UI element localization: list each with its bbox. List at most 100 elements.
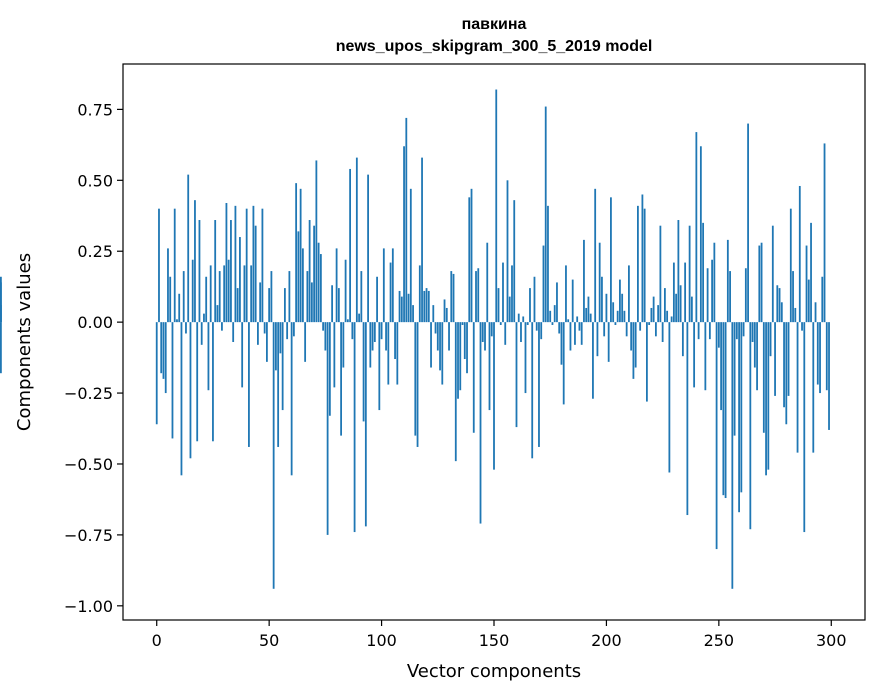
bar <box>164 322 167 394</box>
bar <box>542 245 545 323</box>
bar <box>454 322 457 462</box>
bar <box>0 305 2 323</box>
bar <box>319 254 322 323</box>
bar <box>526 322 529 325</box>
bar <box>803 322 806 533</box>
bar <box>245 208 248 323</box>
bar <box>477 268 480 323</box>
bar <box>349 168 351 323</box>
bar <box>722 322 725 496</box>
bar <box>182 271 185 323</box>
bar <box>342 322 345 368</box>
bar <box>643 208 646 323</box>
bar <box>819 322 821 394</box>
bar <box>688 225 691 323</box>
bar <box>585 307 588 323</box>
bar <box>254 225 257 323</box>
x-axis-label: Vector components <box>407 661 581 682</box>
bar <box>315 160 318 323</box>
bar <box>378 322 381 411</box>
bar <box>173 208 176 323</box>
bar <box>540 322 543 340</box>
bar <box>659 225 662 323</box>
chart-subtitle: news_upos_skipgram_300_5_2019 model <box>336 38 653 55</box>
bar <box>418 265 421 323</box>
bar <box>576 316 579 323</box>
bar <box>277 322 280 447</box>
y-tick-label: 0.00 <box>77 313 113 332</box>
bar <box>794 307 797 323</box>
bar <box>169 276 172 323</box>
bar <box>814 302 817 323</box>
bar <box>191 259 194 323</box>
bar <box>328 322 331 416</box>
bar <box>441 322 444 385</box>
bar <box>225 203 228 323</box>
bar <box>780 302 783 323</box>
bar <box>205 276 208 323</box>
bar <box>230 220 232 323</box>
bar <box>625 322 628 337</box>
bar <box>412 305 414 323</box>
bar <box>511 265 513 323</box>
bar <box>389 262 392 323</box>
bar <box>717 322 720 348</box>
bar <box>497 288 500 323</box>
bar <box>616 310 619 323</box>
bar <box>421 157 423 323</box>
bar <box>367 174 369 323</box>
bar <box>382 248 385 323</box>
bar <box>670 316 673 323</box>
bar <box>250 265 253 323</box>
bar <box>531 322 534 459</box>
bar <box>589 313 592 323</box>
bar <box>445 307 448 323</box>
bar <box>733 322 736 436</box>
x-tick-label: 100 <box>366 631 397 650</box>
bar <box>603 322 606 337</box>
bar <box>765 322 767 476</box>
bar <box>805 245 808 323</box>
bar <box>241 322 244 388</box>
bar <box>414 322 417 436</box>
bar <box>524 322 527 394</box>
bar <box>648 322 651 325</box>
bar <box>529 288 531 323</box>
bar <box>690 296 693 323</box>
bar <box>684 262 687 323</box>
bar <box>738 322 740 513</box>
bar <box>657 305 660 323</box>
bar <box>807 279 810 323</box>
bar <box>162 322 165 379</box>
bar <box>461 322 464 325</box>
bar <box>556 282 558 323</box>
bar <box>488 322 491 411</box>
bar <box>452 273 455 323</box>
bar <box>281 322 284 411</box>
bar <box>668 322 671 473</box>
y-tick-label: 0.75 <box>77 100 113 119</box>
bar <box>713 242 716 323</box>
bar <box>427 290 430 323</box>
bar <box>290 322 293 476</box>
bar <box>396 322 399 385</box>
bar <box>362 322 365 422</box>
bar <box>261 208 264 323</box>
bar <box>502 262 504 323</box>
bar <box>178 293 181 323</box>
bar <box>571 279 574 323</box>
x-axis-ticks: 0 50 100 150 200 250 300 <box>152 620 847 650</box>
bar <box>771 225 774 323</box>
bar <box>218 271 221 323</box>
bar <box>304 322 307 362</box>
bar <box>479 322 482 524</box>
bar <box>405 117 408 323</box>
bar <box>0 282 2 323</box>
bar <box>641 194 644 323</box>
bar <box>283 288 286 323</box>
bar <box>351 322 354 340</box>
bar <box>726 239 729 323</box>
chart-title: павкина <box>462 16 527 33</box>
bar <box>614 322 617 325</box>
